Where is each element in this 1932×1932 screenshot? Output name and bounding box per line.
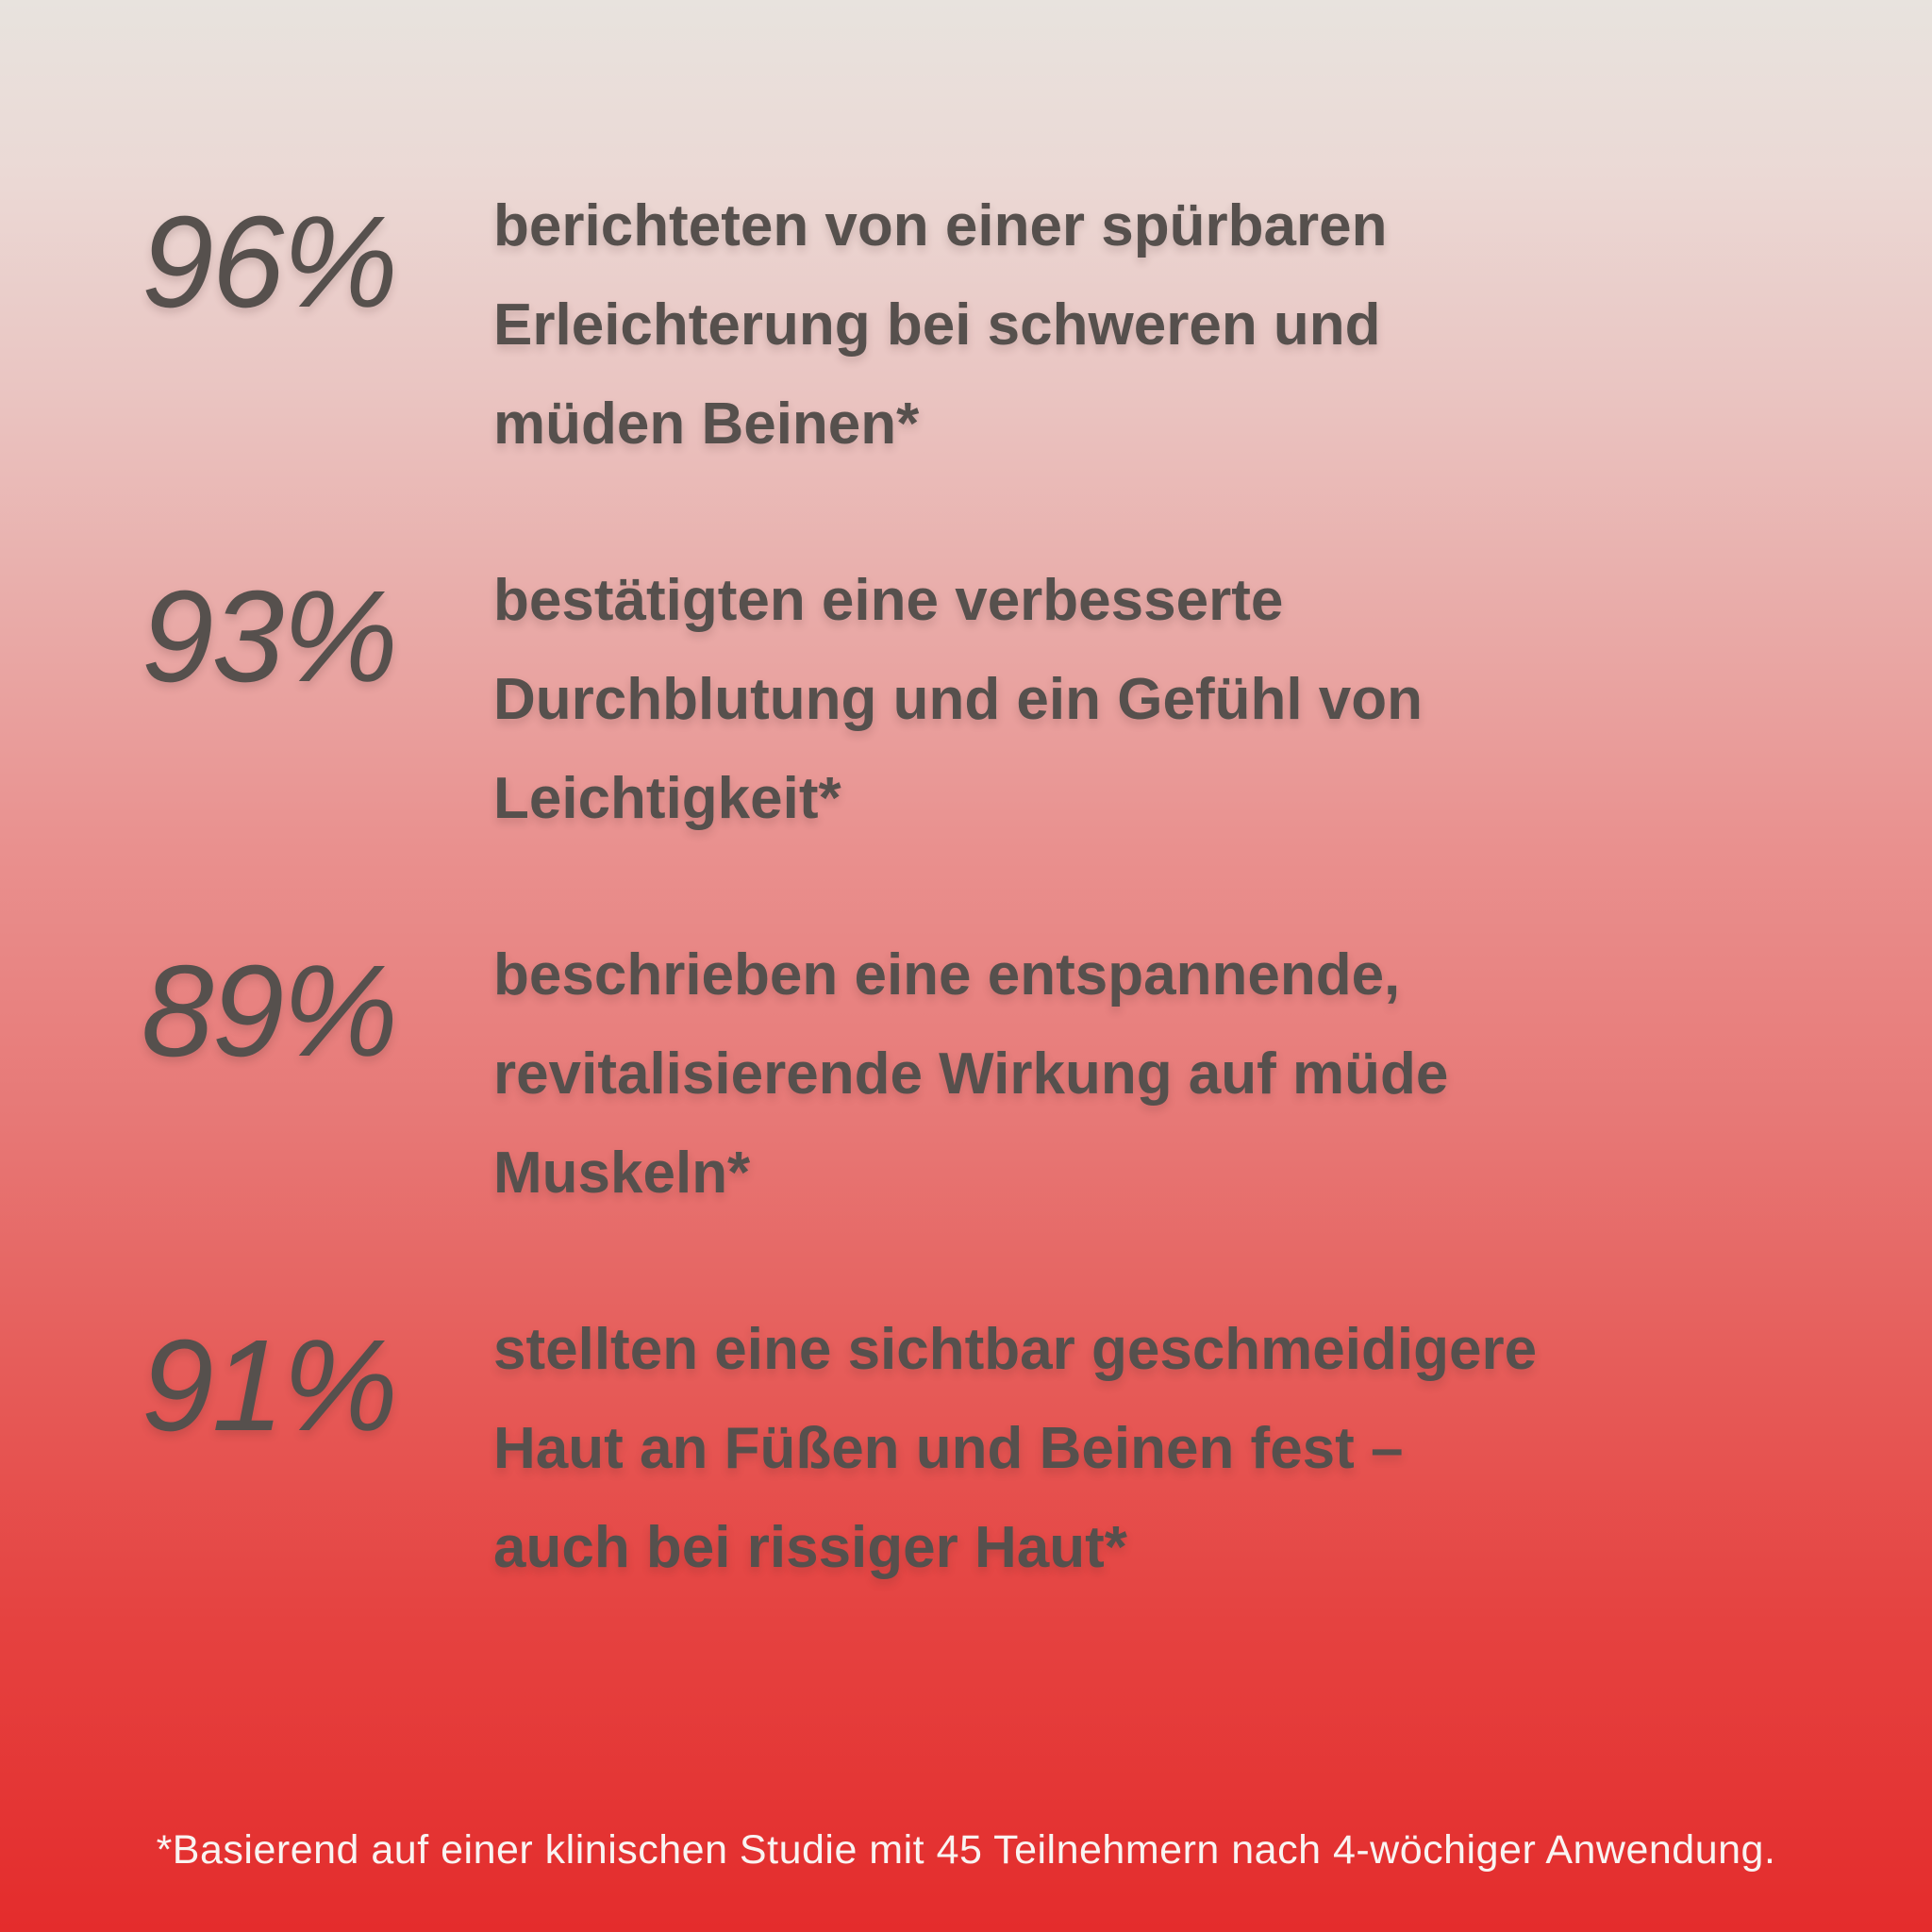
stat-description-line: Leichtigkeit* <box>493 766 841 831</box>
stat-row-smoother-skin: 91% stellten eine sichtbar geschmeidiger… <box>0 1300 1932 1597</box>
stat-description-line: beschrieben eine entspannende, <box>493 942 1401 1008</box>
stat-percent-value: 89% <box>141 939 398 1084</box>
statistics-list: 96% berichteten von einer spürbaren Erle… <box>0 176 1932 1597</box>
stat-description-line: revitalisierende Wirkung auf müde <box>493 1041 1449 1107</box>
stat-percent-value: 91% <box>141 1313 398 1458</box>
stat-percent-value: 96% <box>141 190 398 335</box>
stat-row-relief: 96% berichteten von einer spürbaren Erle… <box>0 176 1932 474</box>
stat-description: stellten eine sichtbar geschmeidigere Ha… <box>493 1300 1537 1597</box>
stat-description-line: auch bei rissiger Haut* <box>493 1515 1127 1580</box>
stat-description-line: Durchblutung und ein Gefühl von <box>493 667 1424 732</box>
stat-description-line: berichteten von einer spürbaren <box>493 193 1388 258</box>
stat-description-line: stellten eine sichtbar geschmeidigere <box>493 1317 1538 1382</box>
stat-description: beschrieben eine entspannende, revitalis… <box>493 925 1448 1223</box>
stat-description-line: bestätigten eine verbesserte <box>493 568 1284 633</box>
stat-percent-value: 93% <box>141 564 398 709</box>
stat-description: berichteten von einer spürbaren Erleicht… <box>493 176 1387 474</box>
stat-description-line: Haut an Füßen und Beinen fest – <box>493 1416 1404 1481</box>
stat-description-line: Muskeln* <box>493 1141 751 1206</box>
stat-row-circulation: 93% bestätigten eine verbesserte Durchbl… <box>0 551 1932 848</box>
stat-description: bestätigten eine verbesserte Durchblutun… <box>493 551 1423 848</box>
study-footnote: *Basierend auf einer klinischen Studie m… <box>156 1827 1776 1873</box>
stat-description-line: Erleichterung bei schweren und <box>493 292 1381 358</box>
stat-description-line: müden Beinen* <box>493 391 920 457</box>
stat-row-revitalizing: 89% beschrieben eine entspannende, revit… <box>0 925 1932 1223</box>
